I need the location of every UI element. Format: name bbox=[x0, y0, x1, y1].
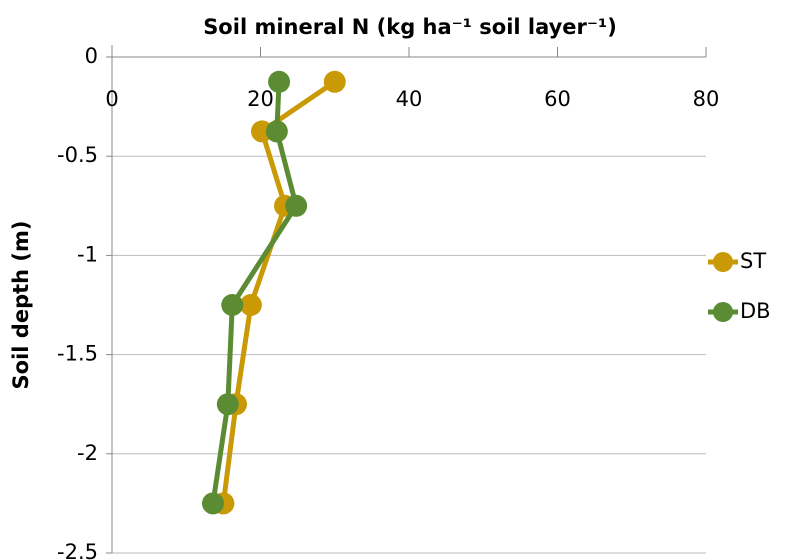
marker bbox=[239, 294, 262, 316]
marker bbox=[323, 70, 346, 93]
marker bbox=[216, 393, 239, 416]
legend-marker bbox=[713, 252, 733, 272]
legend-label: ST bbox=[740, 249, 766, 273]
y-tick-label: 0 bbox=[85, 44, 98, 68]
x-tick-label: 60 bbox=[544, 87, 571, 111]
y-tick-label: -2 bbox=[77, 441, 98, 465]
y-tick-label: -2.5 bbox=[57, 540, 98, 560]
legend-marker bbox=[713, 302, 733, 322]
marker bbox=[221, 294, 244, 316]
y-axis-label: Soil depth (m) bbox=[9, 221, 33, 390]
y-tick-label: -1.5 bbox=[57, 342, 98, 366]
x-tick-label: 40 bbox=[396, 87, 423, 111]
marker bbox=[268, 70, 291, 93]
marker bbox=[265, 120, 288, 143]
x-tick-label: 20 bbox=[247, 87, 274, 111]
y-tick-label: -1 bbox=[77, 242, 98, 266]
marker bbox=[285, 194, 308, 217]
x-tick-label: 0 bbox=[105, 87, 118, 111]
x-tick-label: 80 bbox=[693, 87, 720, 111]
y-tick-label: -0.5 bbox=[57, 143, 98, 167]
legend-label: DB bbox=[740, 299, 771, 323]
chart-title: Soil mineral N (kg ha⁻¹ soil layer⁻¹) bbox=[203, 15, 617, 39]
marker bbox=[201, 492, 224, 515]
